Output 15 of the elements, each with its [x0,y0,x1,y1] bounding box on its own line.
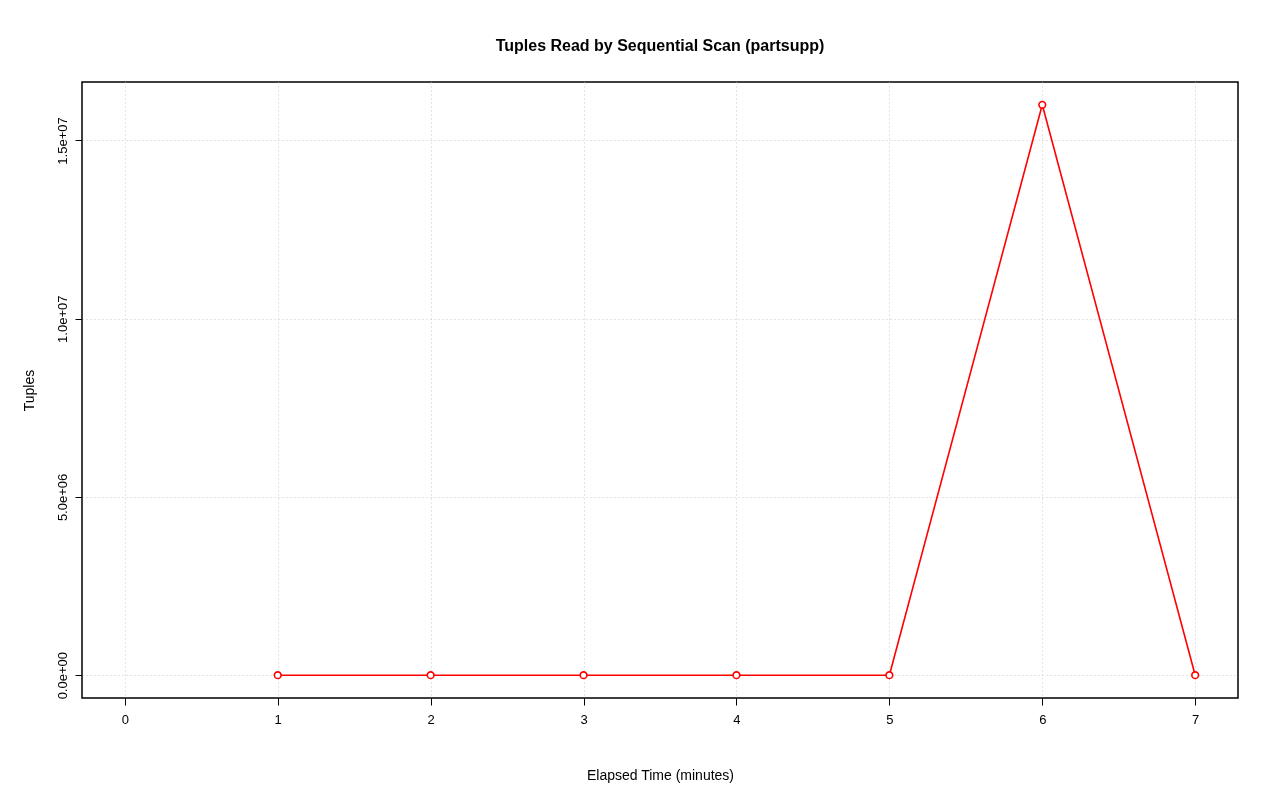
x-tick-label: 0 [121,711,129,727]
x-tick-label: 7 [1192,711,1200,727]
y-axis-title: Tuples [20,369,37,412]
x-tick-label: 4 [733,711,741,727]
x-tick-label: 3 [580,711,588,727]
x-tick-label: 1 [274,711,282,727]
chart-title: Tuples Read by Sequential Scan (partsupp) [495,37,825,54]
x-tick-label: 5 [886,711,894,727]
y-tick-label: 1.5e+07 [54,117,70,165]
x-axis-title: Elapsed Time (minutes) [586,766,735,783]
y-tick-label: 1.0e+07 [54,295,70,343]
x-tick-label: 6 [1039,711,1047,727]
y-tick-label: 5.0e+06 [54,473,70,522]
y-tick-label: 0.0e+00 [54,652,70,700]
x-tick-label: 2 [427,711,435,727]
